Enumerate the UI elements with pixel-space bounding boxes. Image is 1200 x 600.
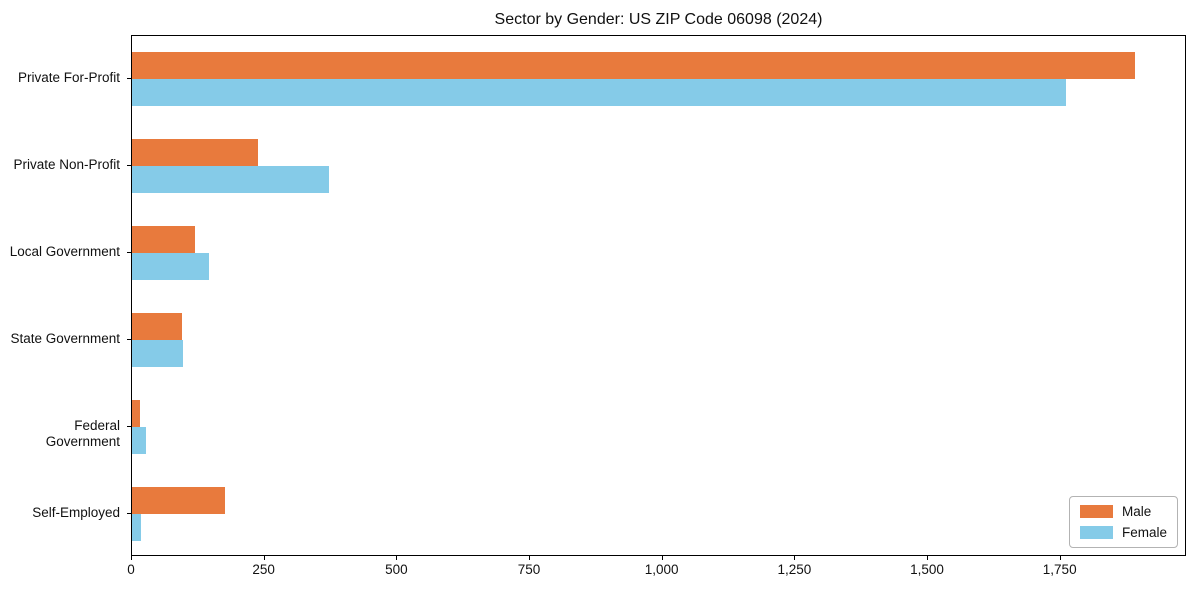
y-tick-mark: [127, 252, 131, 254]
legend-entry-female: Female: [1079, 525, 1167, 540]
x-tick-label: 250: [252, 562, 275, 577]
y-tick-label: Local Government: [9, 244, 120, 260]
x-tick-label: 500: [385, 562, 408, 577]
x-tick-mark: [794, 556, 796, 560]
legend-label: Female: [1121, 525, 1167, 540]
x-tick-mark: [131, 556, 132, 560]
plot-area: Male Female: [131, 35, 1186, 556]
x-tick-mark: [396, 556, 398, 560]
bar-female-4: [132, 339, 184, 367]
y-tick-label: State Government: [10, 330, 120, 346]
x-tick-label: 1,250: [777, 562, 812, 577]
x-tick-mark: [263, 556, 265, 560]
legend: Male Female: [1068, 496, 1178, 548]
y-tick-mark: [127, 512, 131, 514]
y-tick-label: Private For-Profit: [17, 70, 120, 86]
bar-female-3: [132, 253, 210, 281]
x-tick-label: 1,000: [644, 562, 679, 577]
bar-female-1: [132, 79, 1066, 107]
y-tick-label: Federal Government: [45, 417, 120, 449]
bar-male-5: [132, 399, 141, 427]
x-tick-label: 1,500: [910, 562, 944, 577]
x-tick-label: 1,750: [1042, 562, 1077, 577]
y-tick-mark: [127, 338, 131, 340]
bar-female-2: [132, 166, 329, 194]
x-tick-label: 750: [517, 562, 541, 577]
x-tick-mark: [1059, 556, 1061, 560]
y-tick-mark: [127, 78, 131, 80]
bar-male-2: [132, 139, 258, 167]
x-tick-label: 0: [127, 562, 135, 577]
legend-label: Male: [1121, 504, 1152, 519]
bar-male-3: [132, 226, 195, 254]
legend-entry-male: Male: [1079, 504, 1167, 519]
x-tick-mark: [927, 556, 929, 560]
bar-male-6: [132, 486, 226, 514]
x-tick-mark: [661, 556, 663, 560]
bar-female-5: [132, 426, 147, 454]
y-tick-label: Self-Employed: [32, 504, 120, 520]
y-tick-mark: [127, 165, 131, 167]
bar-female-6: [132, 513, 142, 541]
legend-swatch-male: [1079, 505, 1113, 518]
x-tick-mark: [529, 556, 530, 560]
y-tick-label: Private Non-Profit: [13, 157, 120, 173]
legend-swatch-female: [1079, 526, 1113, 539]
bar-male-4: [132, 312, 182, 340]
bar-male-1: [132, 52, 1135, 80]
y-tick-mark: [127, 425, 131, 427]
chart-title: Sector by Gender: US ZIP Code 06098 (202…: [494, 11, 823, 28]
